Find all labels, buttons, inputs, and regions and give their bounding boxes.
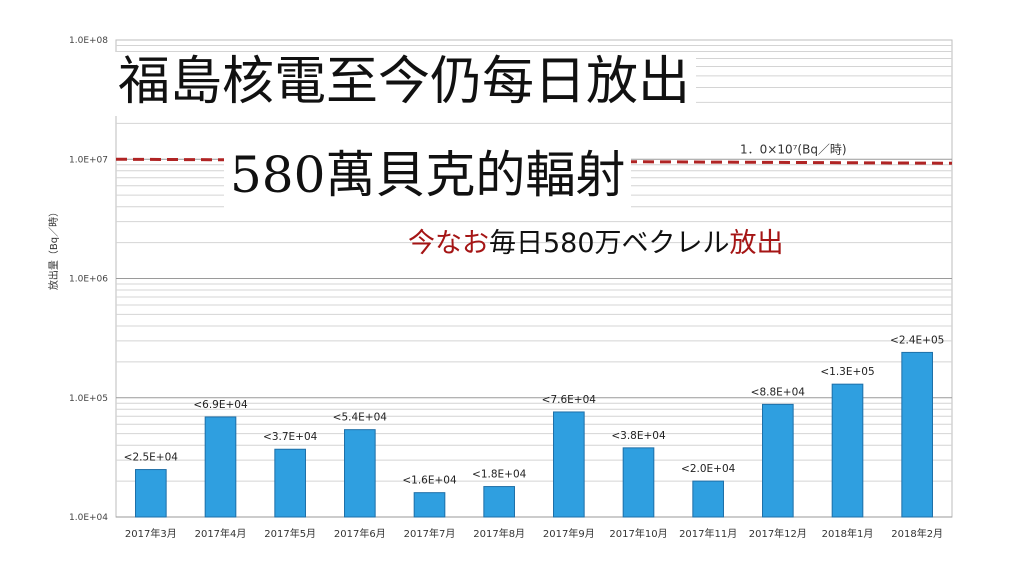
bar-11 xyxy=(831,383,864,518)
x-tick-label: 2017年7月 xyxy=(404,527,456,540)
subtitle-part-2: 毎日580万ベクレル xyxy=(489,228,730,259)
bar-4 xyxy=(344,429,376,518)
subtitle-part-1: 今なお xyxy=(408,228,489,259)
x-tick-label: 2017年11月 xyxy=(679,527,737,540)
y-tick-label: 1.0E+08 xyxy=(69,36,108,46)
bar-10 xyxy=(762,403,794,518)
x-tick-label: 2017年3月 xyxy=(125,527,177,540)
data-label: <3.8E+04 xyxy=(611,430,666,442)
bar-2 xyxy=(204,416,237,518)
chart-labels: 1.0E+04 1.0E+05 1.0E+06 1.0E+07 1.0E+08 <2.5E… xyxy=(69,36,944,540)
data-label: <2.4E+05 xyxy=(890,334,944,346)
data-label: <1.8E+04 xyxy=(472,469,527,481)
x-tick-label: 2018年1月 xyxy=(822,527,874,540)
x-tick-label: 2018年2月 xyxy=(891,527,943,540)
reference-line-label: 1．0×10⁷(Bq／時) xyxy=(740,142,847,156)
bar-1 xyxy=(135,469,167,518)
y-tick-label: 1.0E+06 xyxy=(69,275,108,285)
data-label: <3.7E+04 xyxy=(263,431,318,443)
x-tick-label: 2017年6月 xyxy=(334,527,386,540)
x-tick-label: 2017年12月 xyxy=(749,527,807,540)
data-label: <7.6E+04 xyxy=(542,394,597,406)
data-label: <2.0E+04 xyxy=(681,463,736,475)
y-axis-label: 放出量（Bq／時） xyxy=(47,207,60,290)
headline-line-2: 580萬貝克的輻射 xyxy=(224,146,632,210)
bar-5 xyxy=(413,492,446,518)
bar-9 xyxy=(692,480,724,518)
x-tick-label: 2017年4月 xyxy=(195,527,247,540)
bar-7 xyxy=(553,411,585,518)
y-tick-label: 1.0E+05 xyxy=(69,394,108,404)
x-tick-label: 2017年9月 xyxy=(543,527,595,540)
subtitle-part-3: 放出 xyxy=(729,228,784,259)
data-label: <1.3E+05 xyxy=(820,366,874,378)
data-label: <2.5E+04 xyxy=(124,452,179,464)
data-label: <6.9E+04 xyxy=(193,399,248,411)
chart-bars xyxy=(135,351,933,518)
data-label: <5.4E+04 xyxy=(333,412,388,424)
x-tick-label: 2017年10月 xyxy=(609,527,667,540)
chart-gridlines xyxy=(115,39,953,518)
x-tick-label: 2017年5月 xyxy=(264,527,316,540)
x-tick-label: 2017年8月 xyxy=(473,527,525,540)
bar-6 xyxy=(483,486,515,518)
bar-12 xyxy=(901,351,933,518)
data-label: <8.8E+04 xyxy=(751,386,806,398)
y-tick-label: 1.0E+04 xyxy=(69,513,108,523)
japanese-subtitle: 今なお毎日580万ベクレル放出 xyxy=(408,230,784,257)
bar-3 xyxy=(274,448,306,518)
headline-line-1: 福島核電至今仍每日放出 xyxy=(112,52,697,116)
y-tick-label: 1.0E+07 xyxy=(69,155,108,165)
data-label: <1.6E+04 xyxy=(402,475,457,487)
bar-8 xyxy=(622,447,655,518)
